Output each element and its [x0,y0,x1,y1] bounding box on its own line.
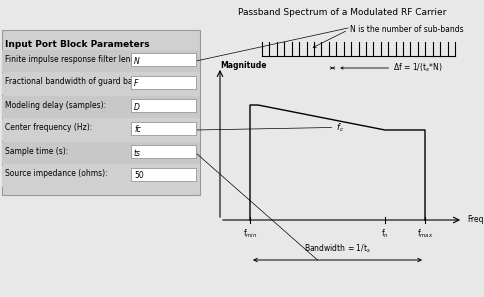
Text: N is the number of sub-bands: N is the number of sub-bands [350,25,464,34]
Text: Finite impulse response filter length:: Finite impulse response filter length: [5,55,146,64]
Text: f$_{min}$: f$_{min}$ [243,228,257,241]
Bar [2,96,200,118]
Bar [2,50,200,72]
Text: Source impedance (ohms):: Source impedance (ohms): [5,170,107,178]
Bar [131,53,196,66]
Text: Center frequency (Hz):: Center frequency (Hz): [5,124,92,132]
Text: f$_n$: f$_n$ [381,228,389,241]
Text: Modeling delay (samples):: Modeling delay (samples): [5,100,106,110]
Text: Passband Spectrum of a Modulated RF Carrier: Passband Spectrum of a Modulated RF Carr… [238,8,446,17]
Text: ts: ts [134,148,141,157]
Text: F: F [134,80,138,89]
Text: Input Port Block Parameters: Input Port Block Parameters [5,40,150,49]
Bar [131,168,196,181]
Text: Magnitude: Magnitude [220,61,267,70]
Text: N: N [134,56,140,66]
Text: Fractional bandwidth of guard bands:: Fractional bandwidth of guard bands: [5,78,149,86]
Bar [2,165,200,187]
Text: Bandwidth = 1/t$_s$: Bandwidth = 1/t$_s$ [304,242,371,255]
Bar [131,122,196,135]
Text: fc: fc [134,126,141,135]
Text: D: D [134,102,140,111]
Bar [131,76,196,89]
Bar [2,119,200,141]
Bar [2,73,200,95]
Bar [2,30,200,195]
Text: f$_{max}$: f$_{max}$ [417,228,433,241]
Text: Sample time (s):: Sample time (s): [5,146,68,156]
Bar [2,142,200,164]
Text: $\Delta$f = 1/(t$_s$*N): $\Delta$f = 1/(t$_s$*N) [393,62,443,74]
Bar [131,145,196,158]
Text: f$_c$: f$_c$ [336,121,345,134]
Text: Frequency: Frequency [467,216,484,225]
Bar [131,99,196,112]
Text: 50: 50 [134,171,144,181]
